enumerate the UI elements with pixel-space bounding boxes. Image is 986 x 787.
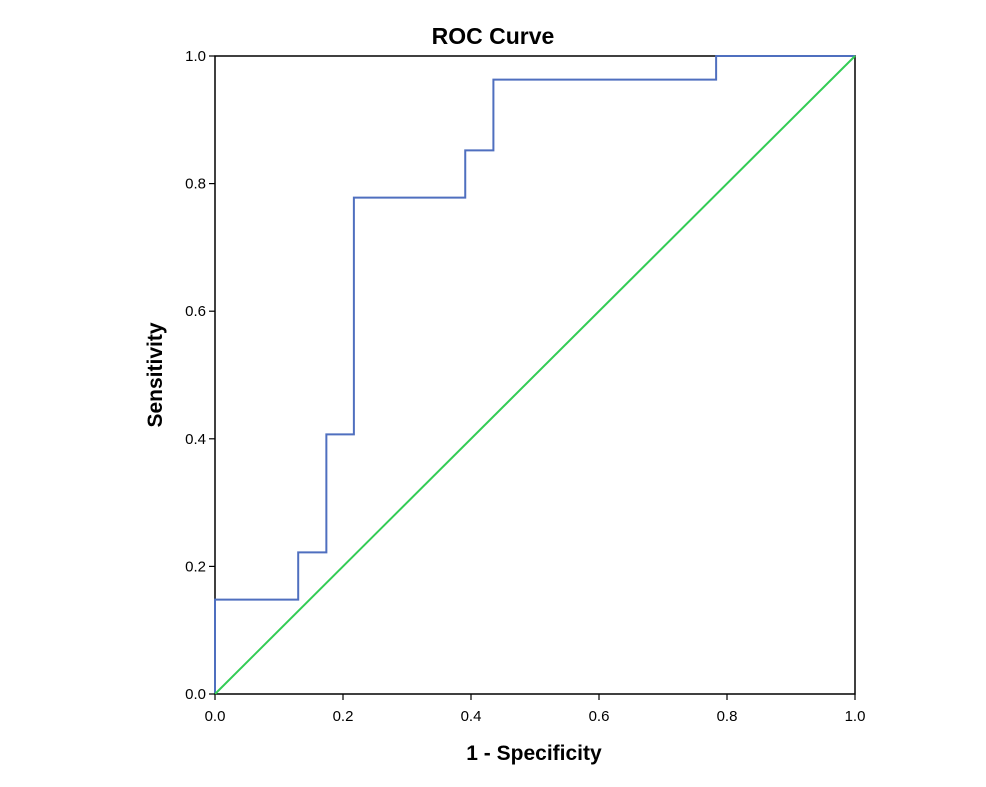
x-tick-label: 0.6 (589, 708, 610, 725)
y-tick-label: 0.8 (185, 176, 206, 193)
y-tick-label: 0.4 (185, 431, 206, 448)
x-tick-label: 0.4 (461, 708, 482, 725)
plot-area: 0.0 0.2 0.4 0.6 0.8 1.0 0.0 0.2 0.4 0.6 0.8 1.0 (185, 48, 865, 725)
x-tick-label: 0.2 (333, 708, 354, 725)
plot-frame (214, 55, 856, 695)
y-tick-label: 0.0 (185, 686, 206, 703)
x-tick-label: 1.0 (845, 708, 866, 725)
chart-title: ROC Curve (432, 23, 555, 49)
y-tick-label: 1.0 (185, 48, 206, 65)
y-tick-label: 0.6 (185, 303, 206, 320)
x-axis-title: 1 - Specificity (466, 742, 602, 765)
y-axis-title: Sensitivity (144, 322, 167, 427)
x-tick-label: 0.0 (205, 708, 226, 725)
reference-diagonal-line (214, 55, 856, 695)
x-tick-label: 0.8 (717, 708, 738, 725)
y-tick-label: 0.2 (185, 558, 206, 575)
roc-curve-line (214, 55, 855, 694)
